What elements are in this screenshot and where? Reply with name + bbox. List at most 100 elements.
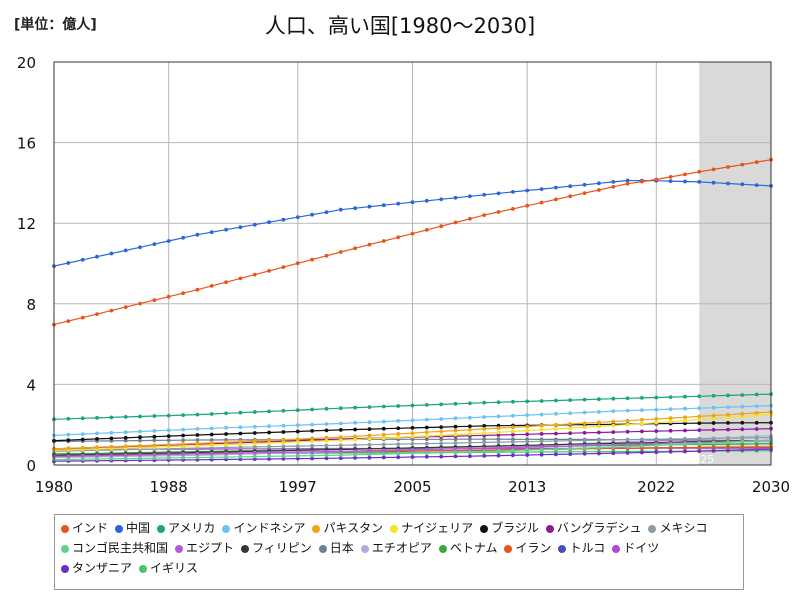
data-point [410, 455, 415, 459]
data-point [453, 220, 458, 225]
data-point [381, 436, 386, 440]
legend-marker [61, 524, 69, 533]
data-point [80, 432, 85, 436]
data-point [195, 451, 200, 456]
data-point [324, 406, 329, 411]
legend-marker [390, 524, 399, 533]
data-point [711, 393, 716, 398]
data-point [310, 429, 314, 433]
data-point [252, 410, 257, 414]
data-point [295, 215, 300, 220]
data-point [568, 411, 573, 416]
legend-item: ナイジェリア [390, 518, 473, 538]
data-point [80, 445, 85, 450]
data-point [726, 436, 730, 441]
data-point [224, 411, 229, 416]
data-point [511, 425, 515, 430]
data-point [539, 452, 544, 457]
data-point [252, 445, 257, 449]
data-point [640, 417, 644, 422]
data-point [611, 438, 616, 442]
data-point [324, 428, 329, 433]
data-point [310, 456, 314, 461]
data-point [468, 415, 472, 420]
data-point [683, 394, 687, 399]
legend-marker [312, 524, 321, 533]
legend-item: イギリス [139, 558, 198, 578]
legend-marker [558, 544, 567, 553]
x-tick-label: 2005 [393, 478, 431, 496]
data-point [568, 422, 573, 426]
data-point [181, 438, 186, 443]
data-point [295, 423, 300, 427]
series-9 [52, 438, 773, 462]
data-point [123, 453, 128, 457]
data-point [468, 427, 472, 432]
data-point [209, 438, 214, 442]
data-point [252, 450, 257, 455]
data-point [152, 434, 157, 439]
x-tick-label: 1988 [150, 478, 188, 496]
series-2 [52, 392, 773, 422]
data-point [439, 402, 444, 407]
legend-marker [480, 524, 489, 533]
legend-label: フィリピン [252, 541, 312, 555]
data-point [539, 187, 544, 192]
data-point [252, 439, 257, 443]
legend-item: フィリピン [241, 538, 312, 558]
data-point [654, 407, 659, 412]
data-point [381, 452, 386, 456]
data-point [424, 434, 429, 438]
data-point [697, 445, 702, 450]
data-point [396, 404, 401, 408]
data-point [281, 437, 286, 442]
data-point [410, 403, 415, 408]
data-point [597, 410, 601, 414]
data-point [582, 425, 587, 430]
data-point [396, 201, 401, 206]
legend-item: 中国 [115, 518, 150, 538]
data-point [209, 440, 214, 445]
legend-label: ナイジェリア [401, 521, 474, 535]
data-point [281, 454, 286, 458]
data-point [554, 444, 558, 449]
data-point [539, 200, 544, 205]
data-point [224, 425, 229, 430]
data-point [640, 396, 644, 400]
data-point [668, 179, 673, 184]
data-point [468, 401, 472, 406]
data-point [711, 413, 716, 418]
data-point [453, 437, 458, 442]
data-point [181, 433, 186, 438]
data-point [66, 432, 71, 437]
legend-marker [504, 544, 513, 553]
data-point [511, 453, 515, 458]
data-point [367, 452, 372, 457]
data-point [754, 183, 759, 188]
data-point [654, 395, 659, 400]
data-point [295, 429, 300, 434]
data-point [310, 257, 314, 262]
data-point [525, 439, 530, 444]
data-point [66, 446, 71, 451]
data-point [424, 447, 429, 452]
data-point [152, 242, 157, 247]
data-point [496, 449, 501, 453]
data-point [209, 455, 214, 460]
data-point [668, 416, 673, 420]
data-point [754, 413, 759, 418]
data-point [281, 265, 286, 269]
data-point [611, 180, 616, 184]
data-point [539, 399, 544, 403]
data-point [640, 179, 644, 184]
data-point [95, 445, 99, 450]
data-point [295, 456, 300, 461]
data-point [597, 445, 601, 450]
data-point [611, 419, 616, 424]
data-point [539, 412, 544, 417]
data-point [238, 454, 243, 459]
data-point [683, 179, 687, 184]
data-point [453, 454, 458, 459]
legend-marker [139, 564, 148, 573]
legend-label: トルコ [569, 541, 606, 555]
